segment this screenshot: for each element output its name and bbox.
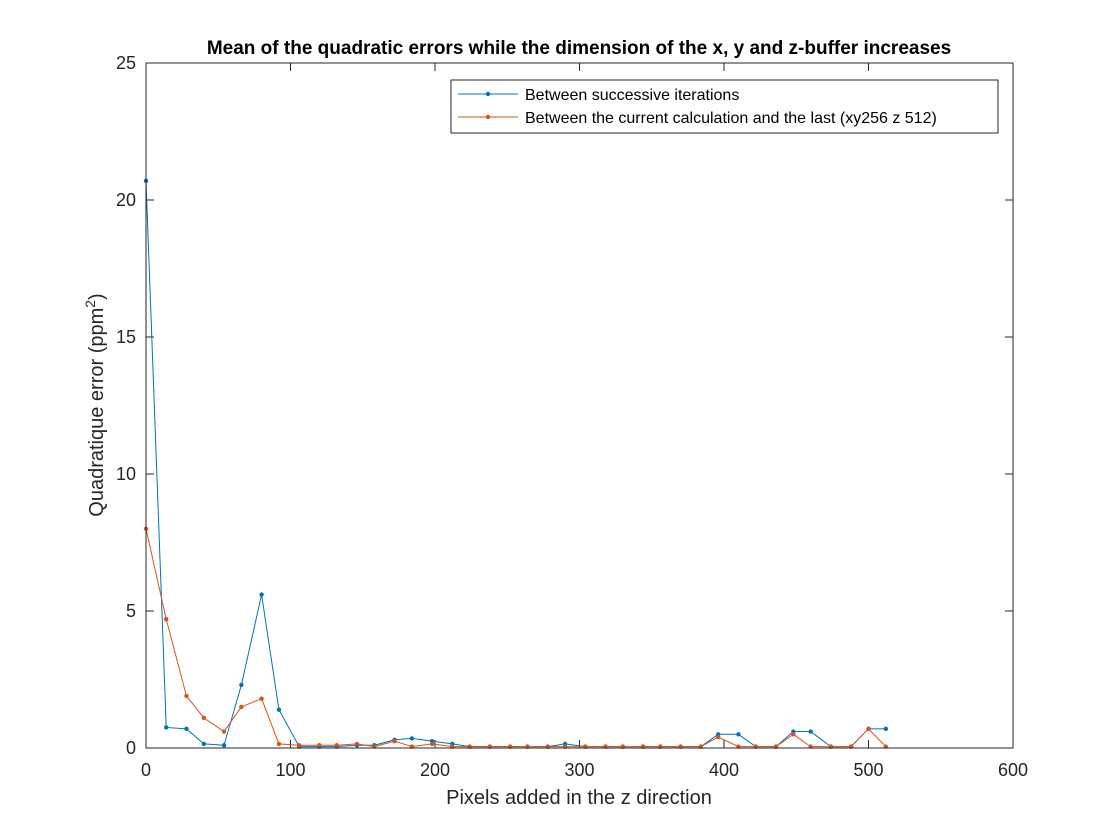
legend-label-series-1: Between successive iterations <box>525 87 739 104</box>
chart-title: Mean of the quadratic errors while the d… <box>207 38 951 59</box>
data-point-series-1 <box>164 725 169 730</box>
x-tick-label: 300 <box>564 760 594 780</box>
data-point-series-2 <box>334 743 339 748</box>
legend-marker-series-2 <box>485 114 491 120</box>
y-tick-label: 25 <box>116 53 136 73</box>
legend-label-series-2: Between the current calculation and the … <box>525 110 937 127</box>
legend-box <box>450 79 999 134</box>
x-tick-label: 400 <box>709 760 739 780</box>
plot-area <box>146 63 1013 748</box>
legend-marker-series-1 <box>485 91 491 97</box>
y-tick-label: 20 <box>116 190 136 210</box>
y-axis-title: Quadratique error (ppm2) <box>82 293 108 516</box>
data-point-series-2 <box>354 741 360 747</box>
y-axis-title-main: Quadratique error (ppm <box>86 308 108 517</box>
axis-ticks: 0 100 200 300 400 500 600 0 5 10 15 20 25 <box>116 53 1028 780</box>
data-point-series-2 <box>429 741 435 747</box>
x-tick-label: 0 <box>141 760 151 780</box>
data-point-series-1 <box>276 707 282 712</box>
data-point-series-2 <box>791 732 796 737</box>
data-point-series-2 <box>317 743 322 748</box>
data-point-series-1 <box>221 743 227 748</box>
x-tick-label: 500 <box>853 760 883 780</box>
data-point-series-2 <box>276 741 282 747</box>
data-point-series-1 <box>259 592 264 597</box>
plot-frame <box>145 62 1014 749</box>
y-tick-label: 15 <box>116 327 136 347</box>
data-point-series-1 <box>239 682 244 688</box>
series-line-2 <box>145 528 887 748</box>
y-axis-title-end: ) <box>86 293 108 300</box>
data-point-series-1 <box>409 736 415 741</box>
data-point-series-1 <box>201 741 206 747</box>
data-point-series-2 <box>239 704 244 710</box>
y-tick-label: 0 <box>126 738 136 758</box>
data-point-series-1 <box>736 732 741 737</box>
data-point-series-1 <box>883 726 889 732</box>
data-point-series-2 <box>296 743 302 748</box>
data-point-series-2 <box>259 696 264 701</box>
data-point-series-2 <box>716 734 721 740</box>
y-tick-label: 10 <box>116 464 136 484</box>
data-point-series-2 <box>866 726 871 732</box>
data-point-series-2 <box>184 693 189 699</box>
y-tick-label: 5 <box>126 601 136 621</box>
x-tick-label: 200 <box>420 760 450 780</box>
data-point-series-1 <box>808 729 813 734</box>
data-point-series-2 <box>201 715 206 721</box>
x-axis-title: Pixels added in the z direction <box>446 787 712 809</box>
y-axis-title-sup: 2 <box>82 300 98 308</box>
legend: Between successive iterations Between th… <box>450 79 999 134</box>
x-tick-label: 100 <box>275 760 305 780</box>
x-tick-label: 600 <box>998 760 1028 780</box>
data-point-series-1 <box>184 726 189 732</box>
data-point-series-2 <box>392 738 397 744</box>
data-point-series-2 <box>221 729 227 734</box>
data-point-series-2 <box>164 617 169 622</box>
